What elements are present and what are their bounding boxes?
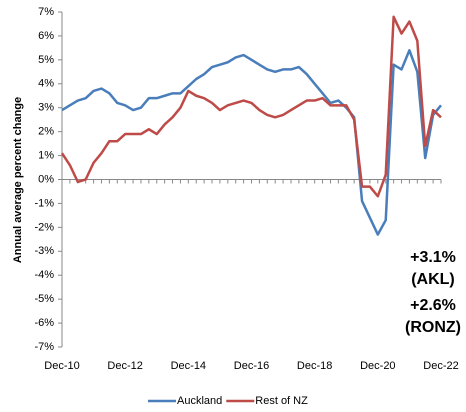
y-tick-label: -6% xyxy=(34,317,54,329)
x-tick-label: Dec-12 xyxy=(107,360,142,372)
y-tick-label: 5% xyxy=(38,54,54,66)
y-tick-label: 3% xyxy=(38,102,54,114)
y-tick-label: 7% xyxy=(38,6,54,18)
y-tick-label: 2% xyxy=(38,126,54,138)
y-tick-label: -3% xyxy=(34,245,54,257)
annotation: +2.6% xyxy=(410,297,456,314)
annotation: +3.1% xyxy=(410,249,456,266)
y-tick-label: 4% xyxy=(38,78,54,90)
x-tick-label: Dec-22 xyxy=(423,360,458,372)
y-axis-label: Annual average percent change xyxy=(12,97,24,263)
y-tick-label: -2% xyxy=(34,221,54,233)
annotation: (AKL) xyxy=(411,271,455,288)
x-tick-label: Dec-10 xyxy=(44,360,79,372)
y-tick-label: 1% xyxy=(38,149,54,161)
x-tick-label: Dec-18 xyxy=(297,360,332,372)
line-series xyxy=(61,49,442,236)
y-tick-label: 0% xyxy=(38,173,54,185)
x-tick-label: Dec-14 xyxy=(171,360,206,372)
x-tick-label: Dec-16 xyxy=(234,360,269,372)
legend-label: Rest of NZ xyxy=(255,395,308,407)
y-tick-label: -5% xyxy=(34,293,54,305)
x-tick-label: Dec-20 xyxy=(360,360,395,372)
line-series xyxy=(60,15,442,198)
y-tick-label: -1% xyxy=(34,197,54,209)
y-tick-label: -4% xyxy=(34,269,54,281)
legend-label: Auckland xyxy=(177,395,222,407)
y-tick-label: 6% xyxy=(38,30,54,42)
y-tick-label: -7% xyxy=(34,341,54,353)
annotation: (RONZ) xyxy=(405,319,461,336)
